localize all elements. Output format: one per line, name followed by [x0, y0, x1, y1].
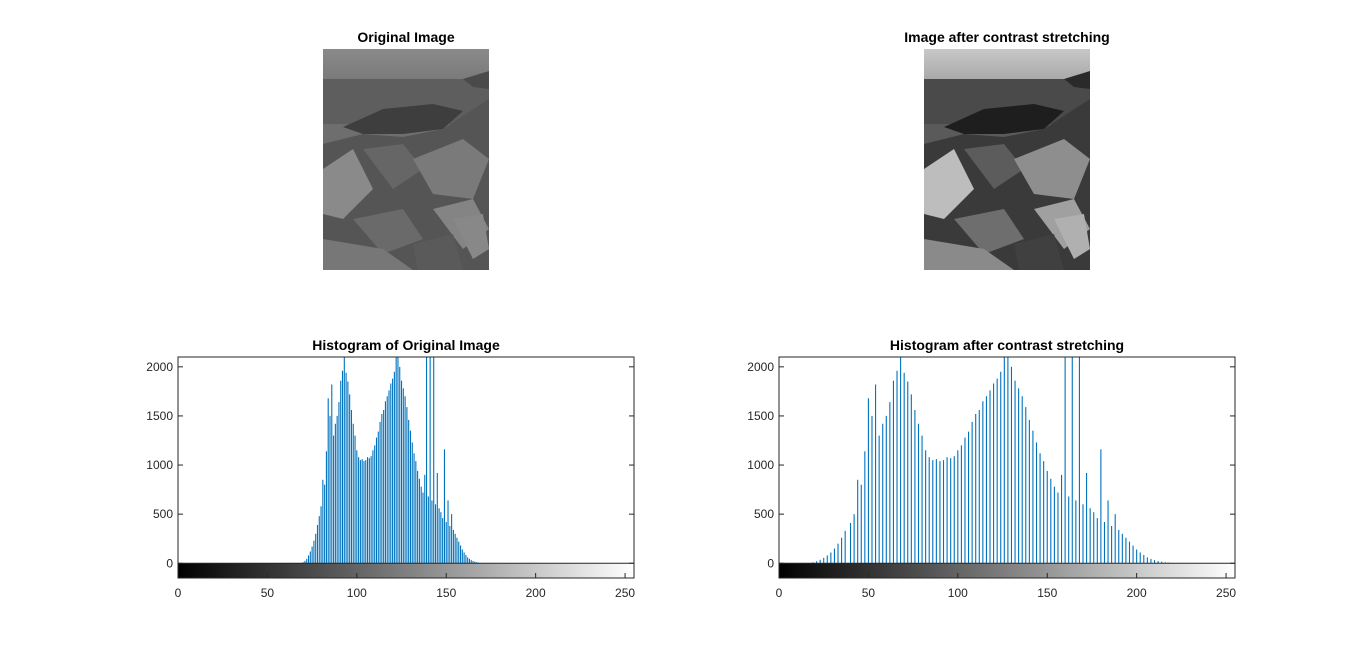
bars — [812, 357, 1209, 564]
bars — [302, 357, 485, 564]
x-tick-label: 150 — [1037, 586, 1057, 600]
x-tick-label: 0 — [776, 586, 783, 600]
image-title-original: Original Image — [357, 29, 454, 45]
x-tick-label: 200 — [1127, 586, 1147, 600]
x-tick-label: 250 — [615, 586, 635, 600]
y-tick-label: 1500 — [146, 409, 173, 423]
y-tick-label: 0 — [166, 556, 173, 570]
y-tick-label: 500 — [153, 507, 173, 521]
x-tick-label: 200 — [526, 586, 546, 600]
x-tick-label: 50 — [862, 586, 876, 600]
y-tick-label: 1500 — [747, 409, 774, 423]
x-tick-label: 100 — [948, 586, 968, 600]
x-tick-label: 0 — [175, 586, 182, 600]
plot-area — [778, 356, 1236, 579]
x-tick-label: 250 — [1216, 586, 1236, 600]
grayscale-colorbar — [178, 563, 634, 578]
original-image — [323, 49, 489, 270]
image-title-stretched: Image after contrast stretching — [904, 29, 1109, 45]
grayscale-colorbar — [779, 563, 1235, 578]
axes-border — [778, 356, 1236, 579]
plot-area — [177, 356, 635, 579]
x-tick-label: 50 — [261, 586, 275, 600]
y-tick-label: 1000 — [747, 458, 774, 472]
histogram-title: Histogram after contrast stretching — [890, 337, 1124, 353]
histogram-stretched: Histogram after contrast stretching05001… — [747, 337, 1236, 600]
x-tick-label: 150 — [436, 586, 456, 600]
stretched-image — [924, 49, 1090, 270]
histogram-title: Histogram of Original Image — [312, 337, 500, 353]
y-tick-label: 2000 — [146, 360, 173, 374]
histogram-original: Histogram of Original Image0500100015002… — [146, 337, 635, 600]
y-tick-label: 1000 — [146, 458, 173, 472]
y-tick-label: 500 — [754, 507, 774, 521]
axes-border — [177, 356, 635, 579]
y-tick-label: 2000 — [747, 360, 774, 374]
y-tick-label: 0 — [767, 556, 774, 570]
x-tick-label: 100 — [347, 586, 367, 600]
